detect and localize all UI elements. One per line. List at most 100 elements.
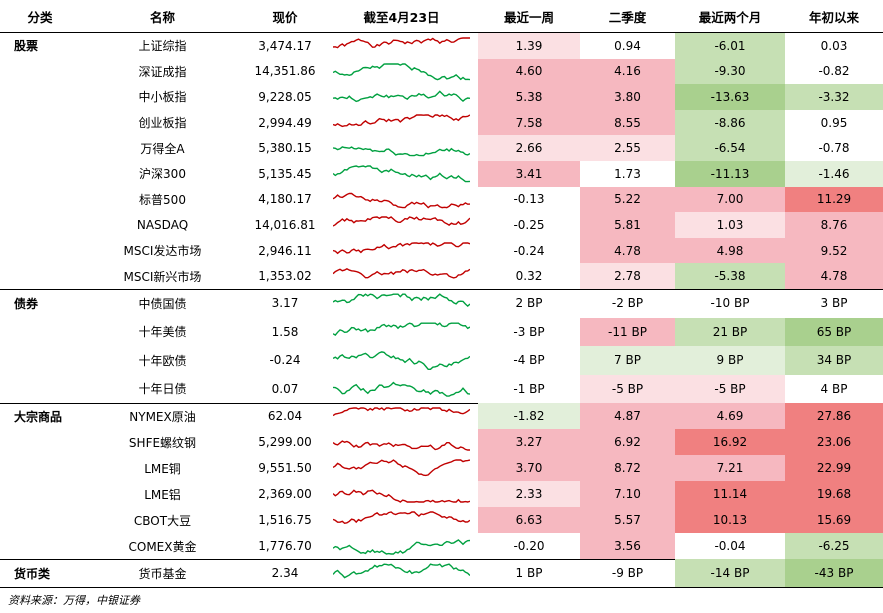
week-cell: 4.60 — [478, 58, 580, 85]
q2-cell: 4.78 — [580, 237, 675, 264]
ytd-cell: -6.25 — [785, 533, 883, 559]
spark-cell — [325, 212, 478, 238]
sparkline-path — [333, 321, 470, 336]
price-cell: 14,351.86 — [254, 64, 316, 79]
table-row: COMEX黄金 1,776.70 -0.20 3.56 -0.04 -6.25 — [0, 533, 883, 559]
q2-cell: -9 BP — [611, 566, 644, 580]
two-month-cell: 4.98 — [675, 237, 785, 264]
week-cell: 3.41 — [478, 161, 580, 187]
name-cell: 中债国债 — [138, 296, 187, 311]
name-cell: CBOT大豆 — [133, 513, 192, 528]
price-cell: 3.17 — [271, 296, 299, 311]
spark-cell — [325, 403, 478, 429]
two-month-cell: 21 BP — [675, 317, 785, 346]
header-cell: 年初以来 — [808, 9, 859, 25]
week-cell: 2.66 — [478, 135, 580, 161]
q2-cell: 5.57 — [580, 507, 675, 533]
name-cell: 上证综指 — [138, 39, 187, 54]
two-month-cell: -6.54 — [675, 135, 785, 161]
spark-cell — [325, 187, 478, 213]
q2-cell: 2.78 — [580, 263, 675, 289]
price-cell: 3,474.17 — [258, 38, 312, 53]
q2-cell: 6.92 — [580, 429, 675, 455]
sparkline-path — [333, 539, 470, 555]
sparkline-path — [333, 90, 470, 103]
table-row: 中小板指 9,228.05 5.38 3.80 -13.63 -3.32 — [0, 84, 883, 110]
rule — [0, 559, 883, 560]
header-cell: 现价 — [272, 9, 298, 25]
sparkline — [333, 440, 470, 451]
group-cell — [0, 263, 80, 289]
group-cell — [0, 110, 80, 136]
table-row: LME铜 9,551.50 3.70 8.72 7.21 22.99 — [0, 455, 883, 481]
two-month-cell: -13.63 — [675, 84, 785, 110]
sparkline — [333, 62, 470, 80]
sparkline — [333, 90, 470, 103]
group-cell — [0, 507, 80, 533]
sparkline — [333, 37, 470, 49]
name-cell: 中小板指 — [138, 90, 187, 105]
price-cell: 1.58 — [271, 324, 299, 339]
ytd-cell: 0.03 — [820, 38, 848, 53]
price-cell: 5,135.45 — [258, 166, 312, 181]
week-cell: 7.58 — [478, 109, 580, 136]
week-cell: -0.24 — [513, 243, 545, 258]
sparkline — [333, 113, 470, 127]
group-cell — [0, 212, 80, 238]
table-row: 十年欧债 -0.24 -4 BP 7 BP 9 BP 34 BP — [0, 346, 883, 375]
name-cell: MSCI新兴市场 — [123, 269, 202, 284]
ytd-cell: -3.32 — [785, 84, 883, 110]
q2-cell: -2 BP — [611, 296, 644, 311]
spark-cell — [325, 161, 478, 187]
week-cell: -1 BP — [513, 381, 545, 396]
name-cell: 沪深300 — [139, 167, 186, 182]
spark-cell — [325, 263, 478, 289]
name-cell: NYMEX原油 — [129, 409, 196, 424]
week-cell: 2.33 — [478, 481, 580, 507]
q2-cell: 4.16 — [580, 58, 675, 85]
table-row: 十年美债 1.58 -3 BP -11 BP 21 BP 65 BP — [0, 317, 883, 346]
price-cell: 14,016.81 — [254, 217, 316, 232]
sparkline-path — [333, 381, 470, 397]
two-month-cell: 10.13 — [675, 507, 785, 533]
week-cell: 1.39 — [478, 33, 580, 59]
table-row: MSCI发达市场 2,946.11 -0.24 4.78 4.98 9.52 — [0, 237, 883, 264]
price-cell: 0.07 — [271, 381, 299, 396]
sparkline — [333, 192, 470, 209]
sparkline-path — [333, 113, 470, 127]
two-month-cell: -0.04 — [714, 539, 746, 553]
sparkline-path — [333, 351, 470, 370]
ytd-cell: 19.68 — [785, 481, 883, 507]
q2-cell: 0.94 — [614, 38, 641, 53]
spark-cell — [325, 481, 478, 507]
q2-cell: 5.22 — [580, 186, 675, 213]
ytd-cell: 65 BP — [785, 317, 883, 346]
sparkline-path — [333, 459, 470, 477]
sparkline-path — [333, 563, 470, 579]
source-note: 资料来源：万得，中银证券 — [8, 594, 140, 607]
group-cell: 债券 — [14, 296, 39, 311]
name-cell: SHFE螺纹钢 — [128, 435, 197, 450]
q2-cell: 5.81 — [580, 212, 675, 238]
ytd-cell: 4 BP — [820, 381, 848, 396]
two-month-cell: 1.03 — [675, 212, 785, 238]
two-month-cell: 7.00 — [675, 186, 785, 213]
sparkline — [333, 351, 470, 370]
spark-cell — [325, 59, 478, 85]
two-month-cell: -9.30 — [675, 58, 785, 85]
table-row: 标普500 4,180.17 -0.13 5.22 7.00 11.29 — [0, 186, 883, 213]
two-month-cell: -14 BP — [675, 559, 785, 587]
sparkline-path — [333, 146, 470, 157]
sparkline — [333, 539, 470, 555]
sparkline-path — [333, 165, 470, 183]
q2-cell: -11 BP — [580, 317, 675, 346]
spark-cell — [325, 375, 478, 404]
group-cell: 股票 — [14, 39, 39, 54]
group-cell — [0, 455, 80, 481]
price-cell: 9,228.05 — [258, 89, 312, 104]
name-cell: 深证成指 — [138, 64, 187, 79]
q2-cell: 2.55 — [580, 135, 675, 161]
name-cell: 万得全A — [140, 141, 185, 156]
sparkline — [333, 459, 470, 477]
ytd-cell: -0.82 — [818, 64, 850, 79]
